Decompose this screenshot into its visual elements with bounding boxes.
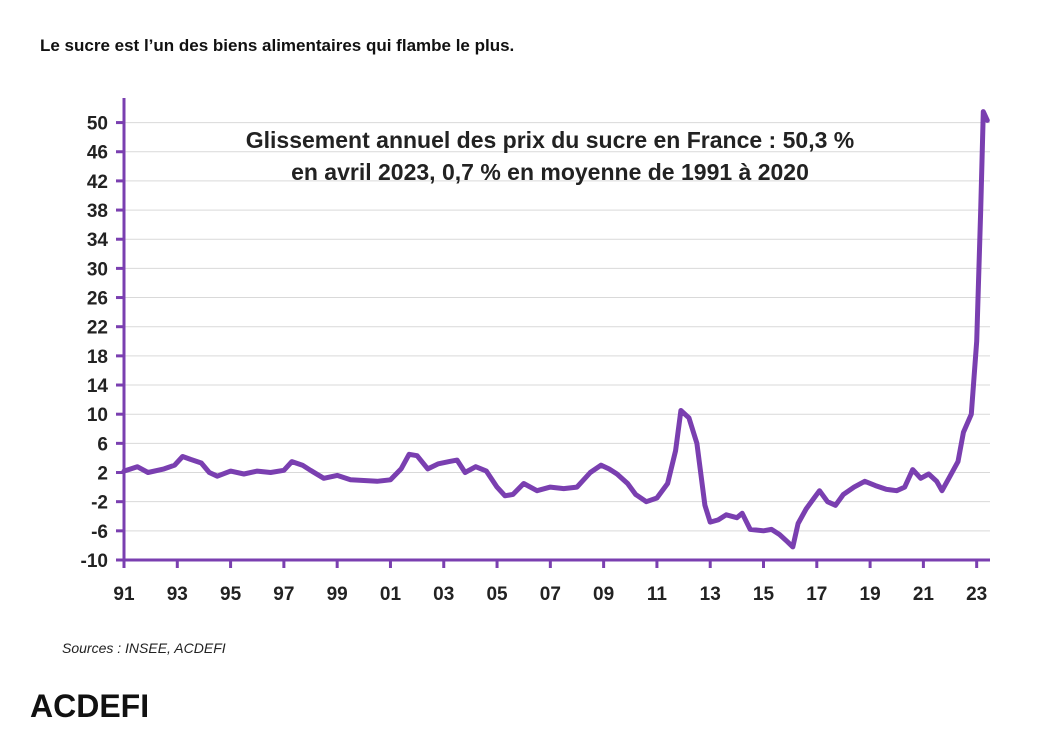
- y-tick-label: 30: [87, 259, 108, 280]
- x-tick-label: 21: [913, 584, 935, 605]
- axes: [116, 98, 990, 568]
- sources-note: Sources : INSEE, ACDEFI: [62, 640, 226, 656]
- y-tick-label: 2: [97, 464, 108, 485]
- chart-title-line-2: en avril 2023, 0,7 % en moyenne de 1991 …: [291, 159, 809, 185]
- y-tick-label: 50: [87, 114, 108, 135]
- x-tick-label: 97: [273, 584, 294, 605]
- brand-logo-text: ACDEFI: [30, 688, 150, 724]
- x-tick-label: 15: [753, 584, 775, 605]
- y-tick-label: 26: [87, 289, 108, 310]
- y-tick-label: 6: [97, 434, 108, 455]
- x-tick-label: 17: [806, 584, 827, 605]
- x-tick-label: 07: [540, 584, 561, 605]
- y-tick-label: 46: [87, 143, 108, 164]
- y-tick-label: 38: [87, 201, 108, 222]
- y-tick-label: -6: [91, 522, 108, 543]
- x-tick-label: 93: [167, 584, 188, 605]
- chart-title: Glissement annuel des prix du sucre en F…: [246, 127, 854, 185]
- y-tick-label: -10: [81, 551, 108, 572]
- y-tick-label: -2: [91, 493, 108, 514]
- y-tick-label: 22: [87, 318, 108, 339]
- x-tick-label: 19: [860, 584, 881, 605]
- grid-lines: [124, 122, 990, 532]
- y-tick-label: 18: [87, 347, 108, 368]
- y-tick-label: 14: [87, 376, 109, 397]
- series: [121, 109, 990, 550]
- x-tick-label: 03: [433, 584, 454, 605]
- chart: 50 46 42 38 34 30 26 22 18 14 10 6 2 -2 -6 -10 91 93 95 97 9…: [0, 88, 1044, 618]
- x-tick-label: 91: [113, 584, 135, 605]
- chart-title-line-1: Glissement annuel des prix du sucre en F…: [246, 127, 854, 153]
- y-tick-label: 42: [87, 172, 108, 193]
- x-tick-label: 99: [327, 584, 348, 605]
- x-tick-label: 11: [647, 584, 668, 605]
- x-tick-label: 09: [593, 584, 614, 605]
- x-tick-label: 95: [220, 584, 242, 605]
- series-line-0: [121, 109, 990, 550]
- x-tick-label: 23: [966, 584, 987, 605]
- y-tick-label: 34: [87, 230, 109, 251]
- y-tick-label: 10: [87, 405, 108, 426]
- x-tick-label: 13: [700, 584, 721, 605]
- x-tick-label: 01: [380, 584, 402, 605]
- headline: Le sucre est l’un des biens alimentaires…: [40, 36, 515, 55]
- x-tick-label: 05: [486, 584, 508, 605]
